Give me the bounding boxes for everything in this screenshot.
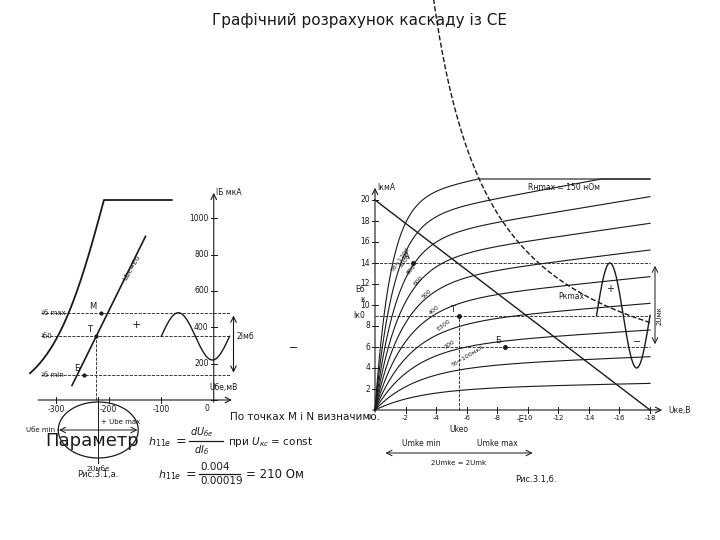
Text: Е300: Е300 (436, 319, 451, 332)
Text: 1000: 1000 (398, 254, 411, 269)
Text: =: = (186, 468, 197, 481)
Text: Тб=1200: Тб=1200 (390, 246, 411, 272)
Text: -2: -2 (402, 415, 409, 421)
Text: Ukeo: Ukeo (449, 425, 469, 434)
Text: 2Uмбе: 2Uмбе (86, 466, 110, 472)
Text: -300: -300 (48, 405, 65, 414)
Text: Uбе,мВ: Uбе,мВ (209, 383, 238, 392)
Text: М: М (89, 302, 97, 310)
Text: −: − (289, 343, 298, 353)
Text: Рис.3.1,а.: Рис.3.1,а. (78, 470, 119, 479)
Text: 2: 2 (365, 384, 370, 394)
Text: Rнmax = 150 нОм: Rнmax = 150 нОм (528, 183, 600, 192)
Text: 4: 4 (365, 363, 370, 373)
Text: + Ube max: + Ube max (102, 418, 140, 424)
Text: 0: 0 (205, 404, 210, 413)
Text: -12: -12 (553, 415, 564, 421)
Text: -200: -200 (100, 405, 117, 414)
Text: 0: 0 (366, 414, 371, 420)
Text: -6: -6 (463, 415, 470, 421)
Text: 400: 400 (194, 323, 209, 332)
Text: Рис.3.1,б.: Рис.3.1,б. (515, 475, 556, 484)
Text: 10: 10 (361, 300, 370, 309)
Text: 600: 600 (194, 286, 209, 295)
Text: +: + (132, 320, 141, 329)
Text: 12: 12 (361, 280, 370, 288)
Text: =: = (176, 435, 186, 448)
Text: Графічний розрахунок каскаду із СЕ: Графічний розрахунок каскаду із СЕ (212, 13, 508, 28)
Text: 200: 200 (444, 339, 456, 350)
Text: А: А (403, 252, 409, 261)
Text: По точках М і N визначимо.: По точках М і N визначимо. (230, 412, 380, 422)
Text: 500: 500 (420, 288, 433, 300)
Text: 1000: 1000 (189, 214, 209, 222)
Text: Т: Т (450, 305, 455, 314)
Text: $dU_{бе}$: $dU_{бе}$ (190, 425, 213, 439)
Text: Iб min: Iб min (42, 373, 63, 379)
Text: Т: Т (86, 326, 91, 334)
Text: Ube=E6: Ube=E6 (122, 254, 141, 282)
Text: −: − (633, 337, 641, 347)
Text: 20: 20 (361, 195, 370, 205)
Text: $dI_{б}$: $dI_{б}$ (194, 443, 209, 457)
Text: 2Umke = 2Umk: 2Umke = 2Umk (431, 460, 487, 466)
Text: 0.00019: 0.00019 (200, 476, 243, 486)
Text: 0.004: 0.004 (200, 462, 230, 472)
Text: 400: 400 (428, 304, 441, 315)
Text: Ркmax: Ркmax (558, 292, 585, 301)
Text: 800: 800 (405, 263, 417, 275)
Text: Uбе min: Uбе min (26, 427, 55, 433)
Text: -14: -14 (583, 415, 595, 421)
Text: -4: -4 (433, 415, 439, 421)
Text: +: + (606, 284, 614, 294)
Text: -E: -E (516, 415, 524, 424)
Text: 8: 8 (365, 321, 370, 330)
Text: при $U_{кс}$ = const: при $U_{кс}$ = const (228, 435, 313, 449)
Text: 18: 18 (361, 217, 370, 226)
Text: = 210 Ом: = 210 Ом (246, 468, 304, 481)
Text: IкмА: IкмА (377, 183, 395, 192)
Text: Параметр: Параметр (45, 432, 139, 450)
Text: 16: 16 (361, 238, 370, 246)
Text: -10: -10 (522, 415, 534, 421)
Text: $h_{11e}$: $h_{11e}$ (158, 468, 181, 482)
Text: 800: 800 (194, 250, 209, 259)
Text: 6: 6 (365, 342, 370, 352)
Text: Umke min: Umke min (402, 439, 440, 448)
Text: 200: 200 (194, 359, 209, 368)
Text: 2Iмб: 2Iмб (236, 332, 254, 341)
Text: -8: -8 (494, 415, 500, 421)
Text: 14: 14 (361, 259, 370, 267)
Text: Б: Б (73, 364, 79, 374)
Text: Umke max: Umke max (477, 439, 518, 448)
Text: 2Uмк: 2Uмк (657, 306, 663, 325)
Text: -100: -100 (153, 405, 170, 414)
Text: Б: Б (495, 336, 501, 345)
Text: -16: -16 (613, 415, 625, 421)
Text: 600: 600 (413, 274, 425, 286)
Text: Iб0: Iб0 (42, 333, 53, 339)
Text: Iк0: Iк0 (353, 311, 365, 320)
Text: Uке,В: Uке,В (668, 406, 690, 415)
Text: Iб max: Iб max (42, 310, 66, 316)
Text: -18: -18 (644, 415, 656, 421)
Text: $h_{11e}$: $h_{11e}$ (148, 435, 171, 449)
Text: Eб
к: Eб к (356, 285, 365, 304)
Text: Тб=100мкА: Тб=100мкА (451, 345, 486, 368)
Text: IБ мкА: IБ мкА (216, 188, 241, 197)
